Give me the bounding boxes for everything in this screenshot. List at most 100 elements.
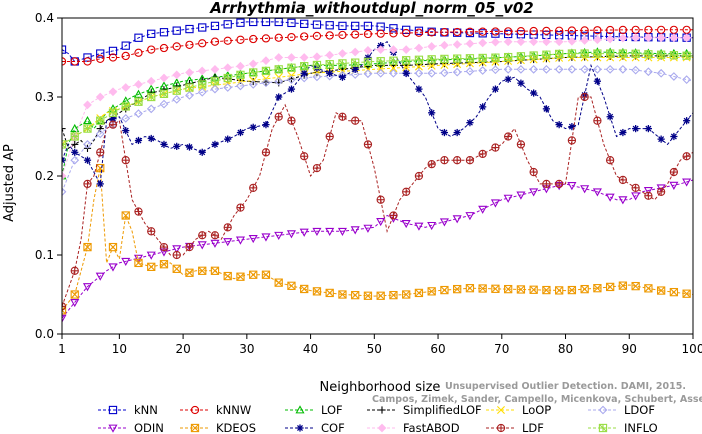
data-point [389, 290, 398, 300]
data-point [452, 67, 462, 77]
data-point [198, 266, 207, 275]
data-point [172, 264, 181, 273]
data-point [223, 20, 232, 29]
data-point [605, 64, 615, 74]
data-point [275, 93, 283, 101]
data-point [516, 64, 526, 74]
data-point [312, 163, 322, 173]
data-point [83, 179, 92, 189]
data-point [96, 148, 105, 157]
data-point [504, 75, 512, 83]
data-point [491, 65, 500, 75]
data-point [427, 55, 436, 64]
data-point [555, 49, 564, 59]
data-point [121, 257, 131, 267]
data-point [554, 37, 564, 47]
data-point [159, 89, 169, 98]
series-inflo [62, 49, 693, 149]
data-point [248, 59, 258, 69]
data-point [96, 180, 104, 188]
data-point [466, 119, 474, 127]
data-point [619, 128, 627, 137]
data-point [210, 231, 220, 240]
data-point [351, 116, 360, 125]
data-point [108, 120, 118, 129]
data-point [618, 281, 628, 290]
legend-label: SimplifiedLOF [403, 403, 482, 417]
data-point [172, 26, 181, 35]
data-point [465, 156, 475, 165]
legend-item-inflo: INFLO [588, 421, 658, 434]
data-point [146, 104, 156, 114]
data-point [287, 281, 296, 290]
data-point [389, 68, 398, 78]
data-point [185, 83, 194, 92]
data-point [147, 45, 156, 54]
data-point [401, 219, 411, 229]
data-point [580, 26, 589, 35]
data-point [326, 69, 334, 77]
data-point [427, 68, 437, 78]
data-point [669, 167, 679, 177]
data-point [122, 126, 130, 135]
data-point [402, 290, 411, 299]
data-point [389, 45, 398, 54]
data-point [428, 109, 436, 117]
data-point [121, 102, 130, 111]
legend-marker [497, 406, 505, 414]
data-point [631, 281, 640, 291]
data-point [644, 191, 653, 200]
data-point [363, 57, 373, 66]
data-point [427, 42, 437, 51]
data-point [402, 63, 411, 72]
data-point [287, 53, 296, 62]
data-point [224, 135, 232, 143]
data-point [236, 61, 245, 71]
legend-marker [378, 406, 386, 414]
data-point [618, 196, 628, 205]
data-point [427, 287, 436, 296]
data-point [670, 132, 678, 141]
data-point [147, 29, 156, 38]
data-point [62, 171, 67, 181]
data-point [210, 239, 220, 248]
data-point [338, 59, 347, 68]
data-point [338, 30, 347, 40]
plot-area [62, 18, 693, 323]
data-point [631, 192, 641, 201]
data-point [62, 125, 66, 133]
data-point [287, 32, 296, 42]
x-tick-label: 100 [682, 342, 702, 356]
data-point [210, 266, 220, 275]
watermark-line-1: Unsupervised Outlier Detection. DAMI, 20… [445, 381, 686, 392]
data-point [669, 51, 679, 60]
legend-label: KDEOS [216, 421, 256, 434]
data-point [567, 182, 577, 191]
data-point [71, 148, 79, 156]
data-point [504, 132, 513, 141]
data-point [185, 68, 194, 77]
data-point [274, 33, 283, 42]
data-point [440, 27, 449, 37]
data-point [197, 66, 207, 76]
data-point [656, 68, 666, 78]
data-point [338, 112, 347, 121]
data-point [70, 298, 80, 308]
data-point [172, 250, 181, 260]
data-point [542, 179, 551, 189]
data-point [312, 31, 322, 41]
data-point [337, 227, 347, 237]
data-point [338, 73, 347, 81]
data-point [656, 50, 666, 59]
legend-marker [377, 423, 387, 433]
data-point [516, 191, 526, 200]
data-point [402, 56, 411, 65]
data-point [682, 33, 692, 43]
data-point [465, 39, 475, 49]
data-point [529, 167, 538, 177]
data-point [147, 227, 156, 236]
data-point [62, 156, 66, 164]
data-point [644, 50, 653, 59]
data-point [389, 211, 398, 220]
